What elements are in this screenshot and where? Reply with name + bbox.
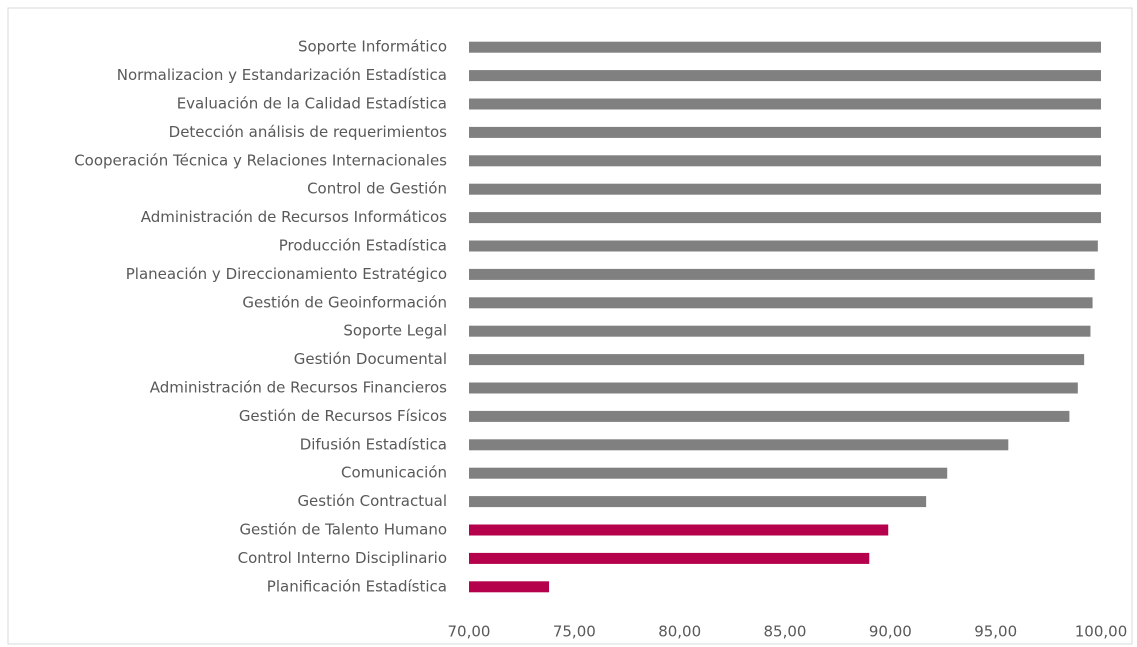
y-tick-label: Planificación Estadística [267, 577, 447, 595]
y-tick-label: Evaluación de la Calidad Estadística [177, 95, 447, 113]
bar [469, 297, 1093, 309]
bar [469, 581, 550, 593]
y-tick-label: Soporte Legal [343, 322, 447, 340]
bar [469, 524, 889, 536]
y-tick-label: Producción Estadística [279, 237, 447, 255]
x-tick-label: 70,00 [448, 623, 491, 641]
bar [469, 240, 1098, 252]
y-tick-label: Difusión Estadística [300, 435, 447, 453]
y-tick-label: Normalizacion y Estandarización Estadíst… [117, 66, 447, 84]
bar [469, 439, 1009, 451]
x-tick-label: 100,00 [1075, 623, 1128, 641]
x-tick-label: 85,00 [764, 623, 807, 641]
y-tick-label: Gestión de Recursos Físicos [239, 407, 447, 425]
y-tick-label: Planeación y Direccionamiento Estratégic… [126, 265, 447, 283]
y-tick-label: Detección análisis de requerimientos [169, 123, 448, 141]
bar [469, 155, 1101, 167]
y-tick-label: Gestión de Talento Humano [239, 521, 447, 539]
bar [469, 354, 1085, 366]
y-tick-label: Comunicación [341, 464, 447, 482]
y-tick-label: Administración de Recursos Informáticos [141, 208, 447, 226]
y-tick-label: Cooperación Técnica y Relaciones Interna… [74, 151, 447, 169]
bar [469, 382, 1078, 394]
x-tick-label: 80,00 [658, 623, 701, 641]
bar [469, 212, 1101, 224]
bar [469, 410, 1070, 422]
x-tick-label: 90,00 [869, 623, 912, 641]
y-tick-label: Gestión Contractual [297, 492, 447, 510]
y-tick-label: Control de Gestión [307, 180, 447, 198]
y-tick-label: Gestión de Geoinformación [242, 293, 447, 311]
bar [469, 98, 1101, 110]
bar [469, 183, 1101, 195]
bar [469, 70, 1101, 82]
bar [469, 467, 948, 479]
bar [469, 496, 927, 508]
bar [469, 268, 1095, 280]
x-tick-label: 75,00 [553, 623, 596, 641]
y-tick-label: Soporte Informático [298, 38, 447, 56]
bar [469, 126, 1101, 138]
bar [469, 41, 1101, 53]
y-tick-label: Gestión Documental [294, 350, 447, 368]
x-tick-label: 95,00 [974, 623, 1017, 641]
bar [469, 325, 1091, 337]
y-tick-label: Control Interno Disciplinario [238, 549, 447, 567]
y-tick-label: Administración de Recursos Financieros [150, 379, 447, 397]
bar [469, 552, 870, 564]
